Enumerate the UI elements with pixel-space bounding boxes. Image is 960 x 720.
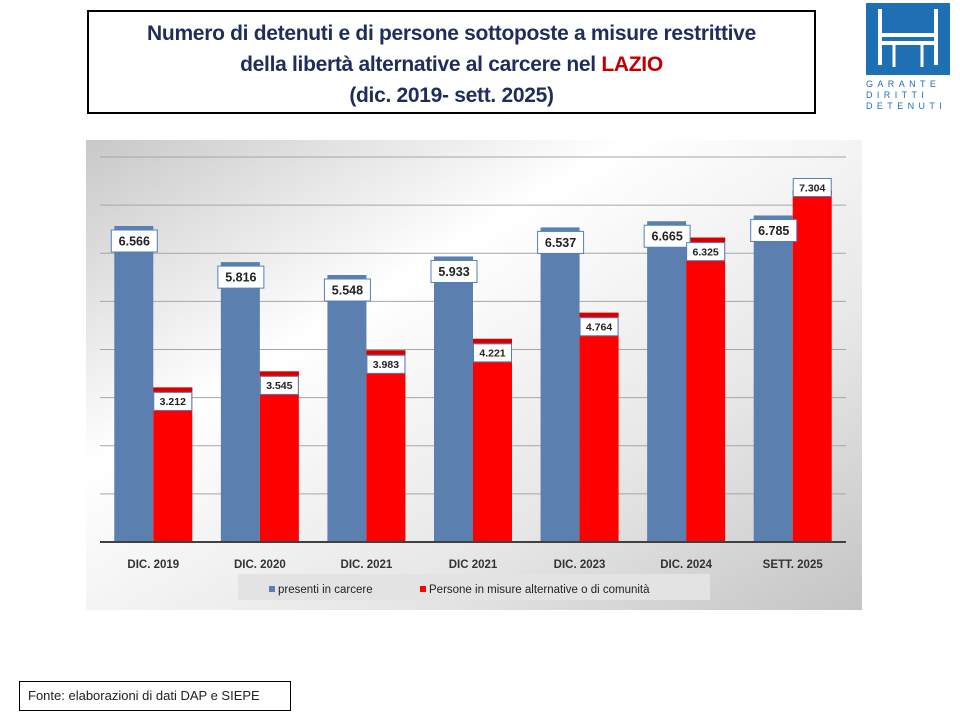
bar-presenti	[647, 221, 687, 542]
data-label-presenti: 6.785	[758, 224, 789, 238]
data-label-box	[537, 230, 585, 254]
data-label-misure-alternative: 6.325	[693, 246, 719, 258]
x-tick-label: DIC. 2019	[127, 559, 179, 571]
x-tick-label: DIC. 2024	[660, 559, 712, 571]
title-line-2: della libertà alternative al carcere nel…	[89, 49, 814, 80]
chart-title-box: Numero di detenuti e di persone sottopos…	[87, 10, 816, 114]
data-label-misure-alternative: 4.221	[479, 348, 505, 360]
logo-text-line-1: GARANTE	[866, 79, 941, 89]
bar-presenti	[434, 256, 473, 542]
bar-presenti	[327, 275, 367, 542]
logo-mark-icon	[866, 3, 950, 75]
data-label-box	[686, 242, 726, 262]
data-label-misure-alternative: 4.764	[586, 322, 612, 334]
data-label-box	[792, 177, 832, 197]
x-tick-label: DIC. 2021	[341, 559, 393, 571]
data-label-presenti: 5.933	[438, 265, 469, 279]
data-label-box	[750, 218, 798, 242]
data-label-presenti: 6.566	[119, 235, 150, 249]
bar-misure-alternative	[579, 312, 619, 542]
data-labels: 6.566 3.212 5.816 3.545 5.548 3.983 5.933 4.221…	[110, 177, 832, 411]
title-line-2-prefix: della libertà alternative al carcere nel	[240, 53, 602, 76]
legend-label-misure-alternative: Persone in misure alternative o di comun…	[429, 584, 650, 596]
bar-top-edge	[259, 371, 299, 376]
x-tick-labels: DIC. 2019 DIC. 2020 DIC. 2021 DIC 2021 DIC. …	[127, 559, 823, 571]
bar-misure-alternative	[792, 190, 832, 542]
logo-text: GARANTE DIRITTI DETENUTI	[866, 79, 950, 112]
data-label-box	[366, 354, 406, 374]
data-label-misure-alternative: 3.212	[160, 396, 186, 408]
logo-text-line-2: DIRITTI	[866, 90, 929, 100]
bar-top-edge	[153, 387, 193, 392]
data-label-box	[643, 224, 691, 248]
title-line-1: Numero di detenuti e di persone sottopos…	[147, 22, 756, 45]
bar-misure-alternative	[259, 371, 299, 542]
bar-presenti	[540, 227, 580, 543]
bar-misure-alternative	[686, 237, 726, 542]
data-label-box	[430, 259, 478, 283]
bar-top-edge	[366, 350, 406, 355]
data-label-box	[259, 375, 299, 395]
chart-area: DIC. 2019 DIC. 2020 DIC. 2021 DIC 2021 DIC. …	[86, 140, 862, 610]
bar-misure-alternative	[473, 338, 512, 542]
garante-logo: GARANTE DIRITTI DETENUTI	[866, 3, 950, 115]
source-note: Fonte: elaborazioni di dati DAP e SIEPE	[19, 681, 291, 711]
x-tick-label: SETT. 2025	[763, 559, 824, 571]
data-label-misure-alternative: 3.983	[373, 359, 399, 371]
data-label-box	[473, 343, 512, 363]
bar-presenti	[220, 262, 260, 542]
legend: presenti in carcere Persone in misure al…	[238, 574, 710, 600]
bar-misure-alternative	[366, 350, 406, 542]
logo-text-line-3: DETENUTI	[866, 101, 947, 111]
data-label-box	[579, 317, 619, 337]
bar-misure-alternative	[153, 387, 193, 542]
data-label-box	[110, 229, 158, 253]
bar-top-edge	[686, 237, 726, 242]
data-label-misure-alternative: 3.545	[266, 380, 292, 392]
bar-presenti	[753, 215, 793, 543]
bar-presenti	[114, 226, 154, 542]
data-label-box	[217, 265, 265, 289]
bar-top-edge	[579, 312, 619, 317]
legend-swatch-misure-alternative	[420, 586, 426, 592]
x-tick-label: DIC 2021	[449, 559, 498, 571]
bars	[114, 190, 832, 543]
data-label-presenti: 6.665	[652, 230, 683, 244]
data-label-presenti: 5.548	[332, 284, 363, 298]
legend-label-presenti: presenti in carcere	[278, 584, 373, 596]
data-label-presenti: 6.537	[545, 236, 576, 250]
title-line-3: (dic. 2019- sett. 2025)	[349, 84, 554, 107]
bar-top-edge	[473, 338, 512, 343]
x-tick-label: DIC. 2023	[554, 559, 606, 571]
title-region-highlight: LAZIO	[601, 53, 663, 76]
x-tick-label: DIC. 2020	[234, 559, 286, 571]
data-label-box	[323, 278, 371, 302]
legend-swatch-presenti	[269, 586, 275, 592]
legend-background	[238, 574, 710, 600]
bar-chart: DIC. 2019 DIC. 2020 DIC. 2021 DIC 2021 DIC. …	[86, 140, 862, 610]
data-label-box	[153, 391, 193, 411]
data-label-misure-alternative: 7.304	[799, 182, 825, 194]
data-label-presenti: 5.816	[225, 271, 256, 285]
